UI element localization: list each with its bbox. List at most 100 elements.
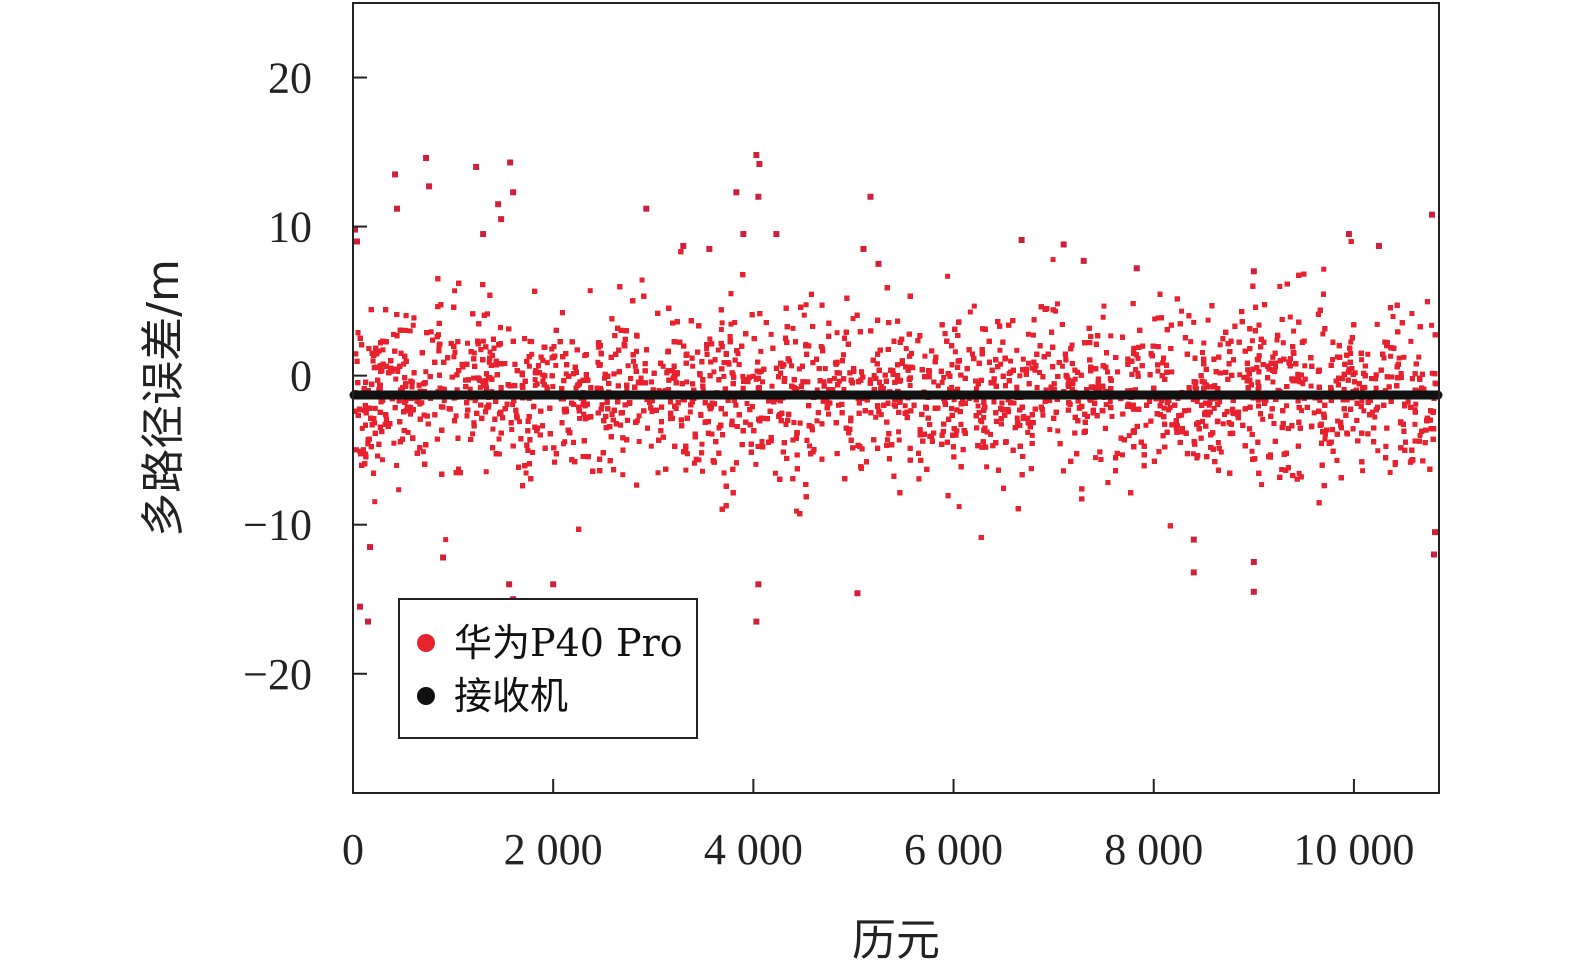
data-point-huawei (560, 441, 566, 447)
data-point-huawei (998, 361, 1004, 367)
data-point-huawei (632, 363, 638, 369)
data-point-huawei (1008, 358, 1014, 364)
data-point-huawei (372, 499, 378, 505)
data-point-huawei (1335, 418, 1341, 424)
data-point-huawei (896, 429, 902, 435)
data-point-huawei (1218, 449, 1224, 455)
data-point-huawei (836, 378, 842, 384)
data-point-huawei (935, 383, 941, 389)
data-point-huawei (711, 369, 717, 375)
data-point-huawei (850, 316, 856, 322)
data-point-huawei (359, 425, 365, 431)
data-point-huawei (1131, 406, 1137, 412)
data-point-huawei (1360, 468, 1366, 474)
data-point-huawei (719, 320, 725, 326)
data-point-huawei (1217, 342, 1223, 348)
data-point-huawei (544, 360, 550, 366)
data-point-huawei (1220, 421, 1226, 427)
data-point-huawei (1291, 328, 1297, 334)
data-point-huawei (907, 382, 913, 388)
data-point-huawei (834, 330, 840, 336)
data-point-huawei (467, 386, 473, 392)
data-point-huawei (1348, 339, 1354, 345)
data-point-huawei (472, 398, 478, 404)
data-point-huawei (553, 362, 559, 368)
data-point-huawei (1014, 347, 1020, 353)
data-point-huawei (509, 427, 515, 433)
data-point-huawei (636, 439, 642, 445)
data-point-huawei (1211, 405, 1217, 411)
data-point-huawei (1217, 399, 1223, 405)
data-point-huawei (1101, 303, 1107, 309)
data-point-huawei (477, 384, 483, 390)
data-point-huawei (699, 441, 705, 447)
data-point-huawei (441, 398, 447, 404)
data-point-huawei (417, 401, 423, 407)
data-point-huawei (1215, 440, 1221, 446)
data-point-huawei (1059, 363, 1065, 369)
data-point-huawei (1032, 367, 1038, 373)
data-point-huawei (496, 451, 502, 457)
data-point-huawei (649, 398, 655, 404)
data-point-huawei (693, 456, 699, 462)
data-point-huawei (841, 386, 847, 392)
data-point-huawei (465, 340, 471, 346)
data-point-huawei (696, 457, 702, 463)
data-point-huawei (939, 379, 945, 385)
data-point-huawei (1311, 410, 1317, 416)
data-point-huawei (768, 331, 774, 337)
data-point-huawei (1107, 399, 1113, 405)
data-point-huawei (1191, 319, 1197, 325)
data-point-huawei (831, 375, 837, 381)
data-point-huawei (1300, 381, 1306, 387)
data-point-huawei (884, 437, 890, 443)
data-point-huawei (1135, 370, 1141, 376)
data-point-huawei (376, 387, 382, 393)
data-point-huawei (1014, 415, 1020, 421)
data-point-huawei (471, 350, 477, 356)
data-point-huawei (599, 402, 605, 408)
data-point-huawei (867, 377, 873, 383)
data-point-huawei (1296, 470, 1302, 476)
data-point-huawei (1396, 355, 1402, 361)
data-point-huawei (401, 361, 407, 367)
data-point-huawei (759, 379, 765, 385)
data-point-huawei (952, 349, 958, 355)
data-point-huawei (735, 351, 741, 357)
data-point-huawei (975, 403, 981, 409)
data-point-huawei (407, 328, 413, 334)
data-point-huawei (655, 470, 661, 476)
data-point-huawei (529, 351, 535, 357)
data-point-huawei (683, 467, 689, 473)
data-point-huawei (470, 431, 476, 437)
data-point-huawei (1029, 432, 1035, 438)
data-point-huawei (1417, 432, 1423, 438)
data-point-huawei (1179, 308, 1185, 314)
data-point-huawei (1338, 419, 1344, 425)
data-point-huawei (753, 461, 759, 467)
data-point-huawei (486, 359, 492, 365)
data-point-huawei (1135, 355, 1141, 361)
data-point-huawei (1100, 314, 1106, 320)
data-point-huawei (1155, 368, 1161, 374)
data-point-huawei (903, 346, 909, 352)
data-point-huawei (1372, 414, 1378, 420)
data-point-huawei (1365, 351, 1371, 357)
data-point-huawei (357, 448, 363, 454)
data-point-huawei (981, 414, 987, 420)
data-point-huawei (1237, 372, 1243, 378)
data-point-huawei (420, 449, 426, 455)
data-point-huawei (1390, 314, 1396, 320)
data-point-huawei (1047, 427, 1053, 433)
data-point-huawei (772, 470, 778, 476)
data-point-huawei (873, 414, 879, 420)
data-point-huawei (1416, 354, 1422, 360)
data-point-huawei (660, 363, 666, 369)
data-point-huawei (1201, 340, 1207, 346)
data-point-huawei (1296, 375, 1302, 381)
data-point-huawei (1040, 412, 1046, 418)
data-point-huawei (389, 368, 395, 374)
data-point-huawei (587, 288, 593, 294)
data-point-huawei (1054, 301, 1060, 307)
data-point-huawei (1308, 383, 1314, 389)
